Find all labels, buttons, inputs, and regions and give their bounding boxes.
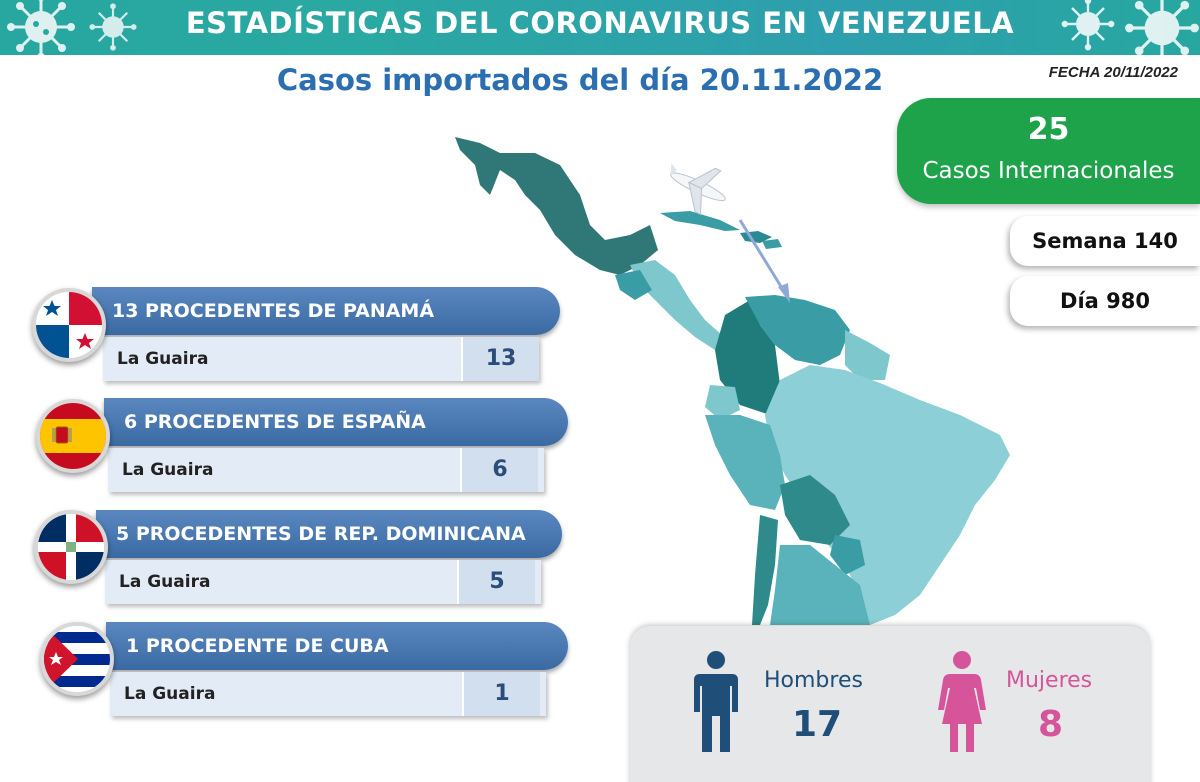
- flight-arrow-head: [778, 283, 790, 303]
- country-row-cuba: La Guaira 1: [110, 672, 546, 716]
- week-badge: Semana 140: [1010, 216, 1200, 266]
- map-region-venezuela: [745, 295, 850, 365]
- map-region-peru: [705, 415, 785, 510]
- map-region-chile: [752, 515, 778, 625]
- gender-breakdown: Hombres 17 Mujeres 8: [630, 626, 1150, 782]
- men-count: 17: [792, 704, 843, 745]
- country-row-panama: La Guaira 13: [103, 337, 539, 381]
- map-region-cuba: [660, 211, 740, 231]
- state-label: La Guaira: [124, 684, 216, 704]
- map-region-guatemala: [615, 270, 652, 300]
- map-region-brazil: [765, 365, 1010, 625]
- case-count: 1: [462, 672, 540, 716]
- man-icon: [694, 651, 738, 752]
- map-region-colombia: [715, 300, 780, 415]
- women-count: 8: [1038, 704, 1064, 745]
- women-label: Mujeres: [1006, 668, 1093, 693]
- flight-arrow: [738, 219, 787, 294]
- date-label: FECHA 20/11/2022: [1048, 64, 1178, 81]
- latin-america-map: [455, 137, 1010, 625]
- state-label: La Guaira: [119, 572, 211, 592]
- case-count: 6: [460, 448, 538, 492]
- dominican-republic-flag-icon: [34, 510, 108, 584]
- virus-icon: [89, 3, 137, 51]
- case-count: 13: [461, 337, 539, 381]
- airplane-icon: [670, 163, 726, 216]
- virus-icon: [7, 0, 75, 55]
- spain-flag-icon: [36, 399, 110, 473]
- state-label: La Guaira: [122, 460, 214, 480]
- page-subtitle: Casos importados del día 20.11.2022: [276, 63, 884, 97]
- map-region-bolivia: [780, 475, 850, 545]
- state-label: La Guaira: [117, 349, 209, 369]
- map-region-puerto-rico: [762, 239, 782, 249]
- case-count: 5: [457, 560, 535, 604]
- map-region-ecuador: [705, 385, 740, 420]
- woman-icon: [938, 651, 986, 752]
- country-row-dominican-republic: La Guaira 5: [105, 560, 541, 604]
- international-cases-count: 25: [1027, 112, 1070, 147]
- panama-flag-icon: [32, 288, 106, 362]
- map-region-central-america: [630, 260, 730, 350]
- country-header-cuba: 1 PROCEDENTE DE CUBA: [106, 622, 568, 670]
- map-region-paraguay: [830, 535, 865, 575]
- map-region-argentina: [770, 545, 870, 625]
- page-title: ESTADÍSTICAS DEL CORONAVIRUS EN VENEZUEL…: [185, 6, 1015, 40]
- header-banner: ESTADÍSTICAS DEL CORONAVIRUS EN VENEZUEL…: [0, 0, 1200, 55]
- country-header-panama: 13 PROCEDENTES DE PANAMÁ: [92, 287, 560, 335]
- cuba-flag-icon: [40, 622, 114, 696]
- men-label: Hombres: [764, 668, 863, 693]
- day-badge: Día 980: [1010, 276, 1200, 326]
- map-region-mexico: [455, 137, 658, 275]
- international-cases-label: Casos Internacionales: [922, 158, 1175, 184]
- country-header-dominican-republic: 5 PROCEDENTES DE REP. DOMINICANA: [96, 510, 562, 558]
- country-header-spain: 6 PROCEDENTES DE ESPAÑA: [104, 398, 568, 446]
- virus-icon: [1125, 0, 1199, 55]
- country-row-spain: La Guaira 6: [108, 448, 544, 492]
- map-region-guianas: [845, 330, 890, 380]
- international-cases-box: 25 Casos Internacionales: [897, 98, 1200, 204]
- virus-icon: [1061, 0, 1115, 51]
